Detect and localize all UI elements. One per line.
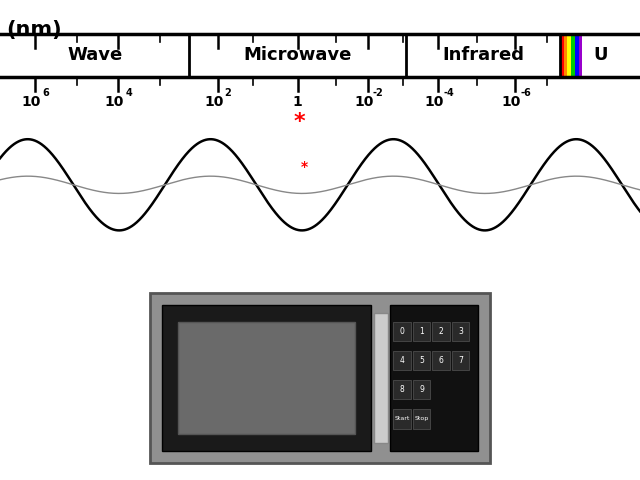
Text: 10: 10 bbox=[204, 95, 223, 109]
Text: -6: -6 bbox=[520, 88, 531, 98]
Bar bbox=[150, 293, 490, 463]
Bar bbox=[452, 351, 469, 370]
Bar bbox=[413, 409, 430, 429]
Bar bbox=[452, 322, 469, 341]
Bar bbox=[394, 380, 411, 399]
Bar bbox=[178, 322, 355, 434]
Bar bbox=[575, 34, 579, 77]
Text: *: * bbox=[301, 160, 308, 174]
Text: 10: 10 bbox=[105, 95, 124, 109]
Text: 10: 10 bbox=[355, 95, 374, 109]
Bar bbox=[568, 34, 572, 77]
Bar bbox=[579, 34, 582, 77]
Text: 10: 10 bbox=[502, 95, 521, 109]
Bar bbox=[413, 380, 430, 399]
Text: 1: 1 bbox=[419, 327, 424, 336]
Bar bbox=[162, 305, 371, 451]
Text: -2: -2 bbox=[373, 88, 383, 98]
Bar bbox=[413, 322, 430, 341]
Text: Start: Start bbox=[394, 417, 410, 421]
Text: (nm): (nm) bbox=[6, 20, 62, 40]
Text: 4: 4 bbox=[125, 88, 132, 98]
Text: 9: 9 bbox=[419, 385, 424, 394]
Bar bbox=[560, 34, 564, 77]
Bar bbox=[0, 34, 640, 77]
Text: 3: 3 bbox=[458, 327, 463, 336]
Text: 4: 4 bbox=[399, 356, 404, 365]
Bar bbox=[432, 351, 450, 370]
Text: -4: -4 bbox=[444, 88, 454, 98]
Text: 6: 6 bbox=[438, 356, 444, 365]
Text: 10: 10 bbox=[22, 95, 41, 109]
Text: U: U bbox=[593, 46, 607, 64]
Text: Wave: Wave bbox=[67, 46, 122, 64]
Bar bbox=[571, 34, 575, 77]
Text: Infrared: Infrared bbox=[442, 46, 524, 64]
Text: 1: 1 bbox=[292, 95, 303, 109]
Bar bbox=[394, 322, 411, 341]
Bar bbox=[413, 351, 430, 370]
Text: *: * bbox=[294, 112, 305, 132]
Bar bbox=[564, 34, 568, 77]
Bar bbox=[394, 351, 411, 370]
Text: 5: 5 bbox=[419, 356, 424, 365]
Text: 8: 8 bbox=[400, 385, 404, 394]
Text: 7: 7 bbox=[458, 356, 463, 365]
Bar bbox=[394, 409, 411, 429]
Bar bbox=[390, 305, 478, 451]
Text: Microwave: Microwave bbox=[243, 46, 352, 64]
Text: 2: 2 bbox=[225, 88, 231, 98]
Text: 2: 2 bbox=[438, 327, 444, 336]
Text: 0: 0 bbox=[399, 327, 404, 336]
Bar bbox=[432, 322, 450, 341]
Text: 6: 6 bbox=[42, 88, 49, 98]
Bar bbox=[374, 313, 388, 443]
Text: 10: 10 bbox=[425, 95, 444, 109]
Text: Stop: Stop bbox=[415, 417, 429, 421]
